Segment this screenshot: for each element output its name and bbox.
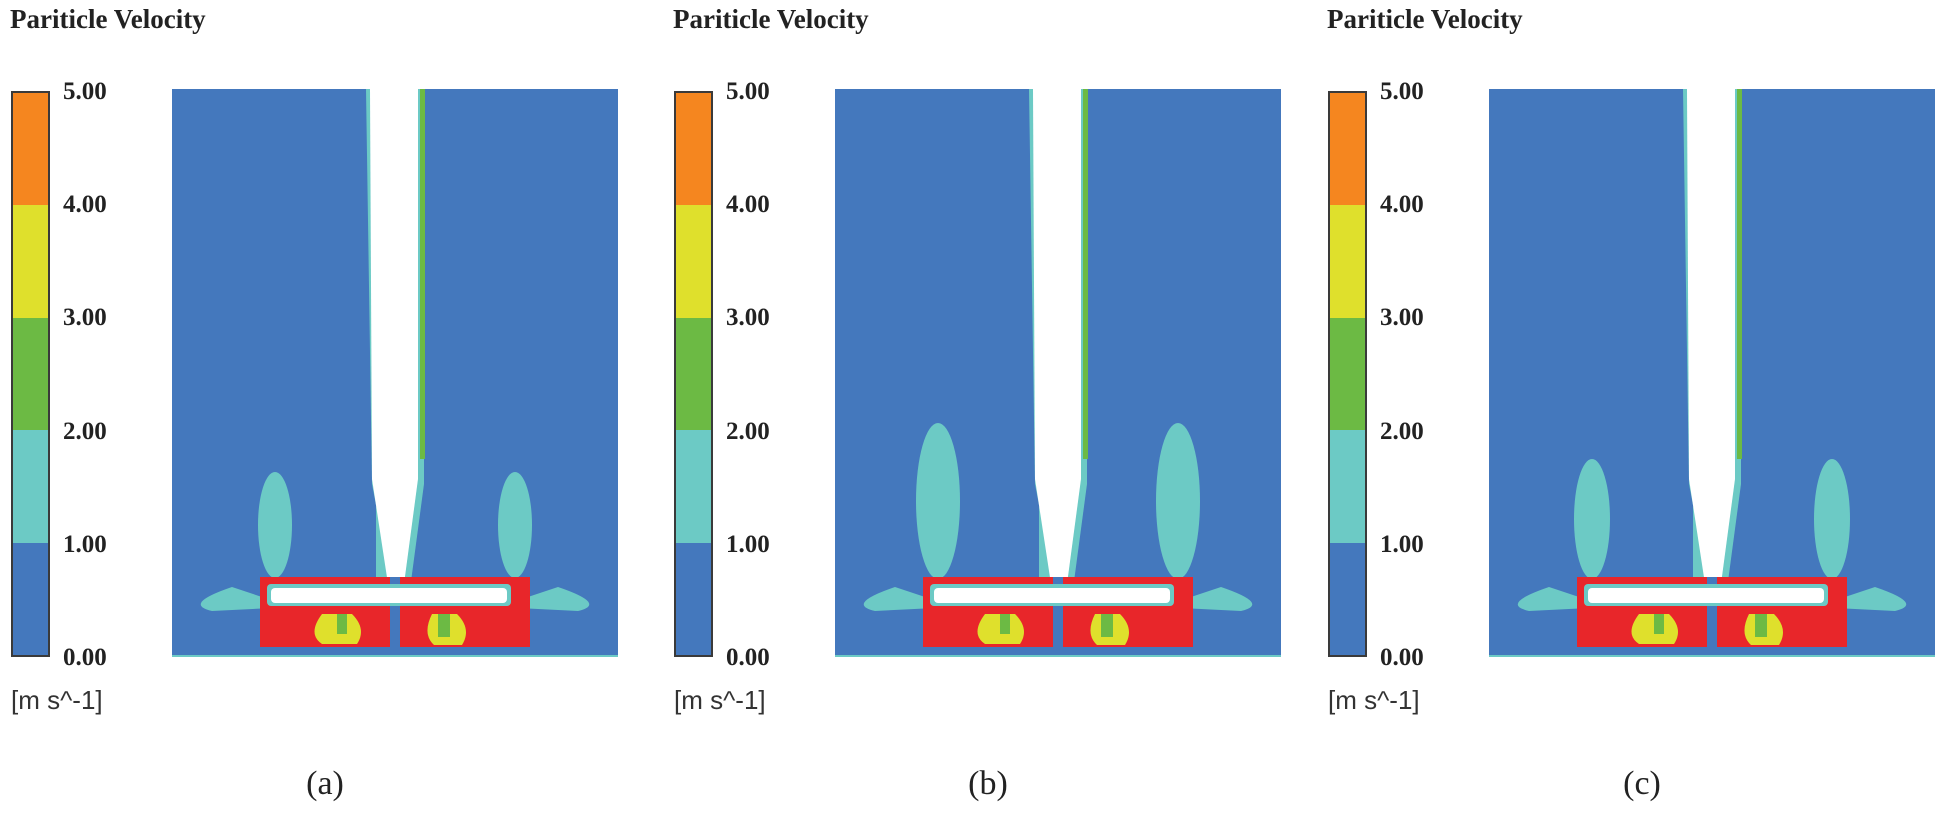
scale-band-1-2 [1330, 430, 1365, 543]
tick-3: 3.00 [726, 304, 770, 331]
right-plume [1156, 423, 1200, 579]
scale-band-0-1 [1330, 542, 1365, 656]
right-swirl-core [1755, 614, 1767, 637]
velocity-contour-domain [1489, 89, 1935, 657]
scale-band-3-4 [676, 205, 711, 318]
panel-caption: (c) [1623, 765, 1661, 802]
tick-3: 3.00 [63, 304, 107, 331]
color-scale-bar [674, 91, 713, 657]
right-swirl-core [438, 614, 450, 637]
scale-band-0-1 [13, 542, 48, 656]
hub-gap [390, 577, 400, 647]
impeller-disc [934, 588, 1170, 603]
impeller-disc [271, 588, 507, 603]
unit-label: [m s^-1] [1328, 685, 1420, 715]
impeller-disc [1588, 588, 1824, 603]
scale-band-0-1 [676, 542, 711, 656]
scale-band-3-4 [1330, 205, 1365, 318]
legend-title: Pariticle Velocity [10, 4, 206, 34]
tick-4: 4.00 [1380, 191, 1424, 218]
scale-band-2-3 [1330, 317, 1365, 431]
left-swirl-core [337, 614, 347, 634]
impeller-shaft [370, 89, 418, 584]
legend-title: Pariticle Velocity [1327, 4, 1523, 34]
right-plume [1814, 459, 1850, 579]
color-scale-bar [11, 91, 50, 657]
tick-2: 2.00 [1380, 418, 1424, 445]
bottom-edge [172, 655, 618, 657]
velocity-contour-domain [835, 89, 1281, 657]
scale-band-2-3 [676, 317, 711, 431]
panel-b: Pariticle Velocity 5.00 4.00 3.00 2.00 1… [663, 0, 1313, 823]
tick-2: 2.00 [726, 418, 770, 445]
unit-label: [m s^-1] [674, 685, 766, 715]
tick-0: 0.00 [726, 644, 770, 671]
tick-2: 2.00 [63, 418, 107, 445]
scale-band-4-5 [13, 93, 48, 206]
scale-band-1-2 [676, 430, 711, 543]
panel-caption: (a) [306, 765, 344, 802]
impeller-shaft [1687, 89, 1735, 584]
left-swirl-core [1000, 614, 1010, 634]
shaft-green-strip [1083, 89, 1088, 459]
bottom-edge [1489, 655, 1935, 657]
left-plume [916, 423, 960, 579]
hub-gap [1053, 577, 1063, 647]
left-plume [258, 472, 292, 578]
unit-label: [m s^-1] [11, 685, 103, 715]
tick-5: 5.00 [63, 78, 107, 105]
tick-5: 5.00 [726, 78, 770, 105]
tick-1: 1.00 [63, 531, 107, 558]
tick-4: 4.00 [63, 191, 107, 218]
impeller-shaft [1033, 89, 1081, 584]
panel-c: Pariticle Velocity 5.00 4.00 3.00 2.00 1… [1317, 0, 1943, 823]
left-plume [1574, 459, 1610, 579]
bottom-edge [835, 655, 1281, 657]
color-scale-bar [1328, 91, 1367, 657]
tick-1: 1.00 [726, 531, 770, 558]
panel-a: Pariticle Velocity 5.00 4.00 3.00 2.00 1… [0, 0, 650, 823]
hub-gap [1707, 577, 1717, 647]
velocity-contour-domain [172, 89, 618, 657]
shaft-green-strip [1737, 89, 1742, 459]
tick-5: 5.00 [1380, 78, 1424, 105]
scale-band-1-2 [13, 430, 48, 543]
tick-4: 4.00 [726, 191, 770, 218]
scale-band-2-3 [13, 317, 48, 431]
left-swirl-core [1654, 614, 1664, 634]
right-plume [498, 472, 532, 578]
scale-band-3-4 [13, 205, 48, 318]
tick-0: 0.00 [63, 644, 107, 671]
tick-3: 3.00 [1380, 304, 1424, 331]
scale-band-4-5 [676, 93, 711, 206]
scale-band-4-5 [1330, 93, 1365, 206]
shaft-green-strip [420, 89, 425, 459]
tick-0: 0.00 [1380, 644, 1424, 671]
right-swirl-core [1101, 614, 1113, 637]
tick-1: 1.00 [1380, 531, 1424, 558]
panel-caption: (b) [968, 765, 1008, 802]
legend-title: Pariticle Velocity [673, 4, 869, 34]
